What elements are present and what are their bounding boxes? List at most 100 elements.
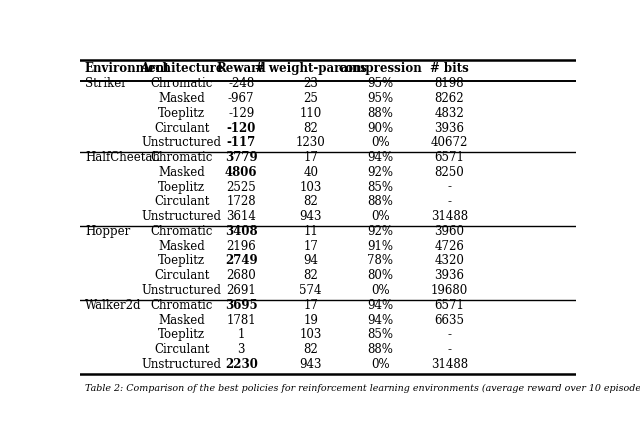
- Text: Circulant: Circulant: [154, 195, 209, 208]
- Text: 80%: 80%: [367, 269, 393, 282]
- Text: Circulant: Circulant: [154, 343, 209, 356]
- Text: Hopper: Hopper: [85, 225, 130, 238]
- Text: Toeplitz: Toeplitz: [158, 181, 205, 194]
- Text: 3779: 3779: [225, 151, 257, 164]
- Text: 1781: 1781: [227, 314, 256, 326]
- Text: Chromatic: Chromatic: [150, 225, 213, 238]
- Text: Chromatic: Chromatic: [150, 151, 213, 164]
- Text: 0%: 0%: [371, 210, 389, 223]
- Text: 943: 943: [300, 358, 322, 371]
- Text: 4726: 4726: [435, 240, 465, 253]
- Text: 82: 82: [303, 343, 318, 356]
- Text: Masked: Masked: [158, 166, 205, 179]
- Text: 11: 11: [303, 225, 318, 238]
- Text: 90%: 90%: [367, 122, 393, 135]
- Text: HalfCheetah: HalfCheetah: [85, 151, 160, 164]
- Text: 2691: 2691: [227, 284, 256, 297]
- Text: 82: 82: [303, 269, 318, 282]
- Text: Walker2d: Walker2d: [85, 299, 141, 312]
- Text: Circulant: Circulant: [154, 122, 209, 135]
- Text: Environment: Environment: [85, 62, 170, 75]
- Text: 94%: 94%: [367, 299, 393, 312]
- Text: 8262: 8262: [435, 92, 465, 105]
- Text: -: -: [447, 343, 452, 356]
- Text: 1: 1: [237, 328, 245, 341]
- Text: 3695: 3695: [225, 299, 257, 312]
- Text: compression: compression: [338, 62, 422, 75]
- Text: Unstructured: Unstructured: [141, 210, 221, 223]
- Text: 110: 110: [300, 107, 322, 120]
- Text: 3936: 3936: [435, 269, 465, 282]
- Text: 103: 103: [300, 328, 322, 341]
- Text: 6571: 6571: [435, 299, 465, 312]
- Text: Reward: Reward: [216, 62, 266, 75]
- Text: 88%: 88%: [367, 343, 393, 356]
- Text: -: -: [447, 195, 452, 208]
- Text: 31488: 31488: [431, 210, 468, 223]
- Text: Table 2: Comparison of the best policies for reinforcement learning environments: Table 2: Comparison of the best policies…: [85, 384, 640, 393]
- Text: 574: 574: [300, 284, 322, 297]
- Text: 25: 25: [303, 92, 318, 105]
- Text: 88%: 88%: [367, 195, 393, 208]
- Text: 4806: 4806: [225, 166, 257, 179]
- Text: # bits: # bits: [430, 62, 469, 75]
- Text: 82: 82: [303, 122, 318, 135]
- Text: 6635: 6635: [435, 314, 465, 326]
- Text: Masked: Masked: [158, 314, 205, 326]
- Text: 3408: 3408: [225, 225, 257, 238]
- Text: # weight-params: # weight-params: [255, 62, 367, 75]
- Text: Toeplitz: Toeplitz: [158, 328, 205, 341]
- Text: 23: 23: [303, 77, 318, 90]
- Text: 8250: 8250: [435, 166, 465, 179]
- Text: 4832: 4832: [435, 107, 465, 120]
- Text: 1230: 1230: [296, 136, 326, 149]
- Text: Unstructured: Unstructured: [141, 358, 221, 371]
- Text: 103: 103: [300, 181, 322, 194]
- Text: 94: 94: [303, 255, 318, 268]
- Text: -967: -967: [228, 92, 255, 105]
- Text: 31488: 31488: [431, 358, 468, 371]
- Text: 3960: 3960: [435, 225, 465, 238]
- Text: 0%: 0%: [371, 136, 389, 149]
- Text: 943: 943: [300, 210, 322, 223]
- Text: 91%: 91%: [367, 240, 393, 253]
- Text: -120: -120: [227, 122, 256, 135]
- Text: Architecture: Architecture: [140, 62, 223, 75]
- Text: Masked: Masked: [158, 240, 205, 253]
- Text: 78%: 78%: [367, 255, 393, 268]
- Text: 0%: 0%: [371, 284, 389, 297]
- Text: Masked: Masked: [158, 92, 205, 105]
- Text: 19680: 19680: [431, 284, 468, 297]
- Text: 2680: 2680: [227, 269, 256, 282]
- Text: Chromatic: Chromatic: [150, 299, 213, 312]
- Text: 2525: 2525: [227, 181, 256, 194]
- Text: Unstructured: Unstructured: [141, 284, 221, 297]
- Text: -129: -129: [228, 107, 254, 120]
- Text: 40672: 40672: [431, 136, 468, 149]
- Text: Toeplitz: Toeplitz: [158, 255, 205, 268]
- Text: 3614: 3614: [227, 210, 256, 223]
- Text: 0%: 0%: [371, 358, 389, 371]
- Text: 1728: 1728: [227, 195, 256, 208]
- Text: 95%: 95%: [367, 92, 393, 105]
- Text: 19: 19: [303, 314, 318, 326]
- Text: Striker: Striker: [85, 77, 127, 90]
- Text: 92%: 92%: [367, 225, 393, 238]
- Text: 3: 3: [237, 343, 245, 356]
- Text: 17: 17: [303, 151, 318, 164]
- Text: 88%: 88%: [367, 107, 393, 120]
- Text: 2749: 2749: [225, 255, 257, 268]
- Text: 85%: 85%: [367, 328, 393, 341]
- Text: Toeplitz: Toeplitz: [158, 107, 205, 120]
- Text: 4320: 4320: [435, 255, 465, 268]
- Text: -: -: [447, 181, 452, 194]
- Text: 94%: 94%: [367, 151, 393, 164]
- Text: 17: 17: [303, 240, 318, 253]
- Text: 2196: 2196: [227, 240, 256, 253]
- Text: 3936: 3936: [435, 122, 465, 135]
- Text: 2230: 2230: [225, 358, 258, 371]
- Text: 17: 17: [303, 299, 318, 312]
- Text: 94%: 94%: [367, 314, 393, 326]
- Text: 6571: 6571: [435, 151, 465, 164]
- Text: Chromatic: Chromatic: [150, 77, 213, 90]
